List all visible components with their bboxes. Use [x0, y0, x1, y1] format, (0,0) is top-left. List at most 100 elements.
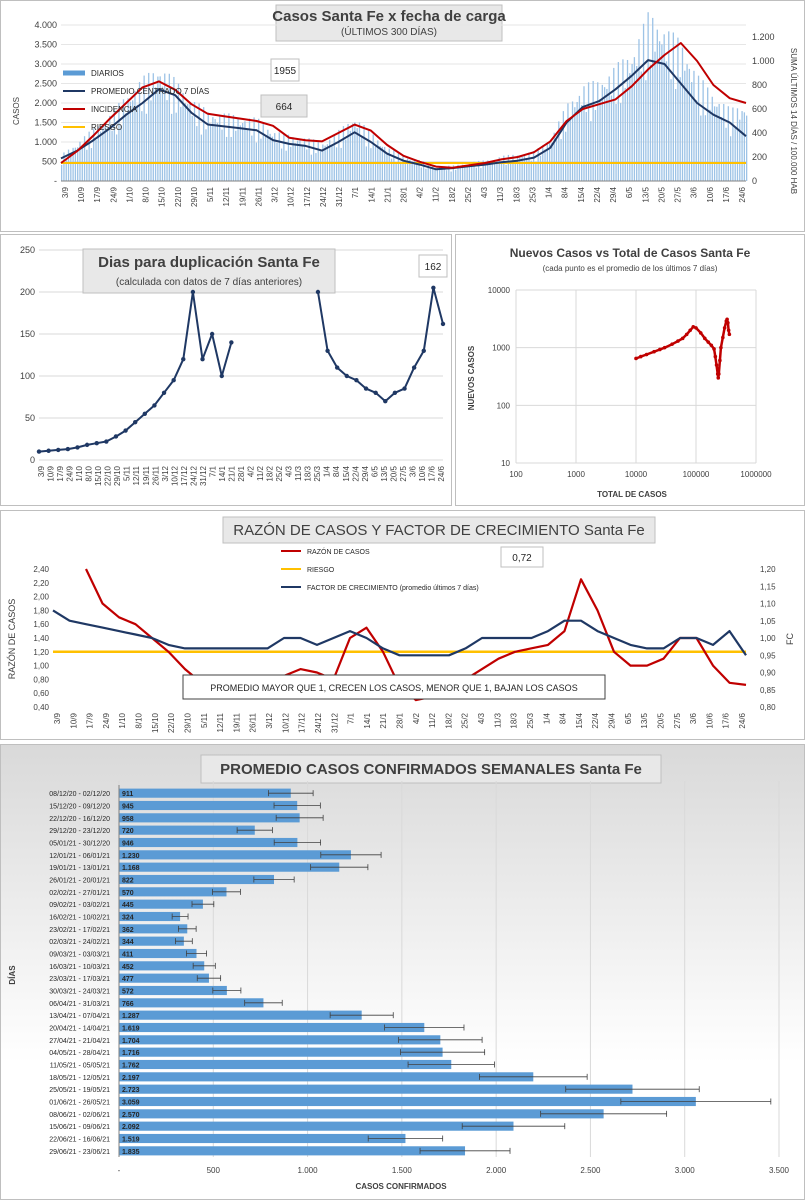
bar-diarios-72 [225, 136, 228, 181]
bar-value-6: 1.168 [122, 865, 140, 872]
bar-diarios-159 [425, 168, 427, 181]
y-tick-2: 0,80 [33, 675, 49, 684]
bar-diarios-283 [709, 109, 711, 181]
x-tick-9: 5/11 [206, 186, 215, 202]
x-tick-15: 17/12 [303, 186, 312, 207]
point-3 [652, 349, 656, 354]
bar-value-1: 945 [122, 804, 134, 811]
x-tick-10: 12/11 [216, 712, 225, 732]
bar-diarios-90 [267, 129, 269, 181]
bar-6 [119, 862, 340, 872]
bar-value-5: 1.230 [122, 853, 140, 860]
category-label-7: 26/01/21 - 20/01/21 [49, 878, 110, 885]
callout-1: 1955 [274, 66, 297, 77]
bar-diarios-28 [125, 113, 127, 181]
bar-diarios-150 [404, 160, 406, 181]
category-label-29: 29/06/21 - 23/06/21 [49, 1149, 110, 1156]
title-box [275, 4, 503, 42]
bar-diarios-272 [684, 70, 686, 181]
bar-value-27: 2.092 [122, 1124, 140, 1131]
bar-diarios-67 [214, 119, 216, 181]
x-tick-29: 25/3 [528, 186, 537, 202]
bar-diarios-256 [647, 12, 649, 181]
category-label-6: 19/01/21 - 13/01/21 [49, 865, 110, 872]
bar-diarios-93 [274, 133, 276, 181]
point-15 [181, 357, 186, 362]
chart-duplicacion: 0 50 100 150 200 250 Dias para duplicación San… [20, 245, 448, 486]
bar-7 [119, 874, 275, 885]
x-tick-40: 10/6 [705, 712, 714, 728]
legend-label-2: INCIDENCIA [91, 105, 138, 114]
x-tick-1: 10/9 [69, 712, 78, 728]
bar-diarios-267 [672, 32, 674, 181]
bar-diarios-208 [537, 148, 539, 181]
x-tick-8: 29/10 [183, 712, 192, 733]
bar-diarios-285 [713, 106, 716, 181]
x-tick-1: 10/9 [77, 186, 86, 202]
x-tick-26: 4/3 [285, 465, 294, 477]
bar-diarios-231 [590, 121, 592, 181]
bar-diarios-83 [251, 135, 253, 181]
x-tick-6: 3.000 [675, 1166, 696, 1175]
callout-2: 664 [276, 102, 293, 113]
y-tick-6: 1,60 [33, 620, 49, 629]
x-tick-11: 19/11 [142, 465, 151, 485]
point-1 [46, 448, 51, 453]
bar-diarios-122 [340, 147, 342, 181]
bar-diarios-280 [702, 80, 704, 181]
x-tick-1: 1000 [567, 470, 585, 479]
bar-diarios-215 [553, 132, 555, 181]
bar-diarios-27 [122, 99, 125, 181]
y-tick-7: 1,80 [33, 606, 49, 615]
x-tick-27: 11/3 [294, 465, 303, 481]
bar-diarios-241 [613, 67, 615, 181]
point-39 [411, 365, 417, 370]
bar-diarios-270 [679, 77, 681, 181]
chart-title: RAZÓN DE CASOS Y FACTOR DE CRECIMIENTO S… [233, 522, 645, 539]
y2-tick-4: 800 [752, 80, 767, 90]
bar-diarios-143 [388, 148, 390, 181]
y-tick-7: 3.500 [34, 40, 57, 50]
y-tick-4: 200 [20, 287, 35, 297]
point-7 [104, 439, 109, 444]
bar-diarios-258 [652, 17, 654, 181]
x-tick-20: 21/1 [379, 712, 388, 728]
bar-diarios-255 [645, 80, 647, 181]
bar-diarios-228 [583, 86, 585, 181]
bar-value-19: 1.619 [122, 1026, 140, 1033]
x-axis-label: CASOS CONFIRMADOS [355, 1182, 447, 1191]
point-0 [36, 449, 42, 454]
bar-29 [119, 1146, 466, 1156]
category-label-1: 15/12/20 - 09/12/20 [49, 804, 110, 811]
bar-diarios-165 [439, 167, 441, 181]
x-tick-9: 5/11 [200, 712, 209, 728]
x-tick-10: 12/11 [132, 465, 141, 485]
point-6 [94, 441, 99, 446]
point-4 [658, 347, 662, 352]
point-9 [123, 428, 128, 433]
bar-diarios-217 [558, 121, 560, 181]
x-tick-38: 27/5 [673, 712, 682, 728]
x-tick-42: 24/6 [738, 712, 747, 728]
x-tick-38: 27/5 [399, 465, 408, 481]
bar-diarios-172 [455, 169, 457, 181]
bar-diarios-59 [196, 126, 198, 181]
y2-tick-6: 1,10 [760, 600, 776, 609]
bar-diarios-177 [466, 165, 468, 181]
bar-value-13: 411 [122, 952, 133, 959]
bar-diarios-47 [168, 73, 170, 181]
y-tick-3: 1.500 [34, 118, 57, 128]
bar-17 [119, 998, 264, 1008]
bar-diarios-96 [280, 148, 283, 181]
bar-diarios-244 [619, 103, 622, 181]
bar-0 [119, 788, 291, 798]
x-tick-2: 17/9 [93, 186, 102, 202]
bar-diarios-18 [102, 126, 104, 181]
point-29 [315, 289, 321, 295]
bar-diarios-218 [560, 139, 562, 181]
x-tick-41: 17/6 [427, 465, 436, 481]
x-tick-28: 18/3 [304, 465, 313, 481]
category-label-12: 02/03/21 - 24/02/21 [49, 939, 110, 946]
bar-diarios-259 [654, 51, 656, 182]
bar-diarios-295 [736, 108, 739, 181]
